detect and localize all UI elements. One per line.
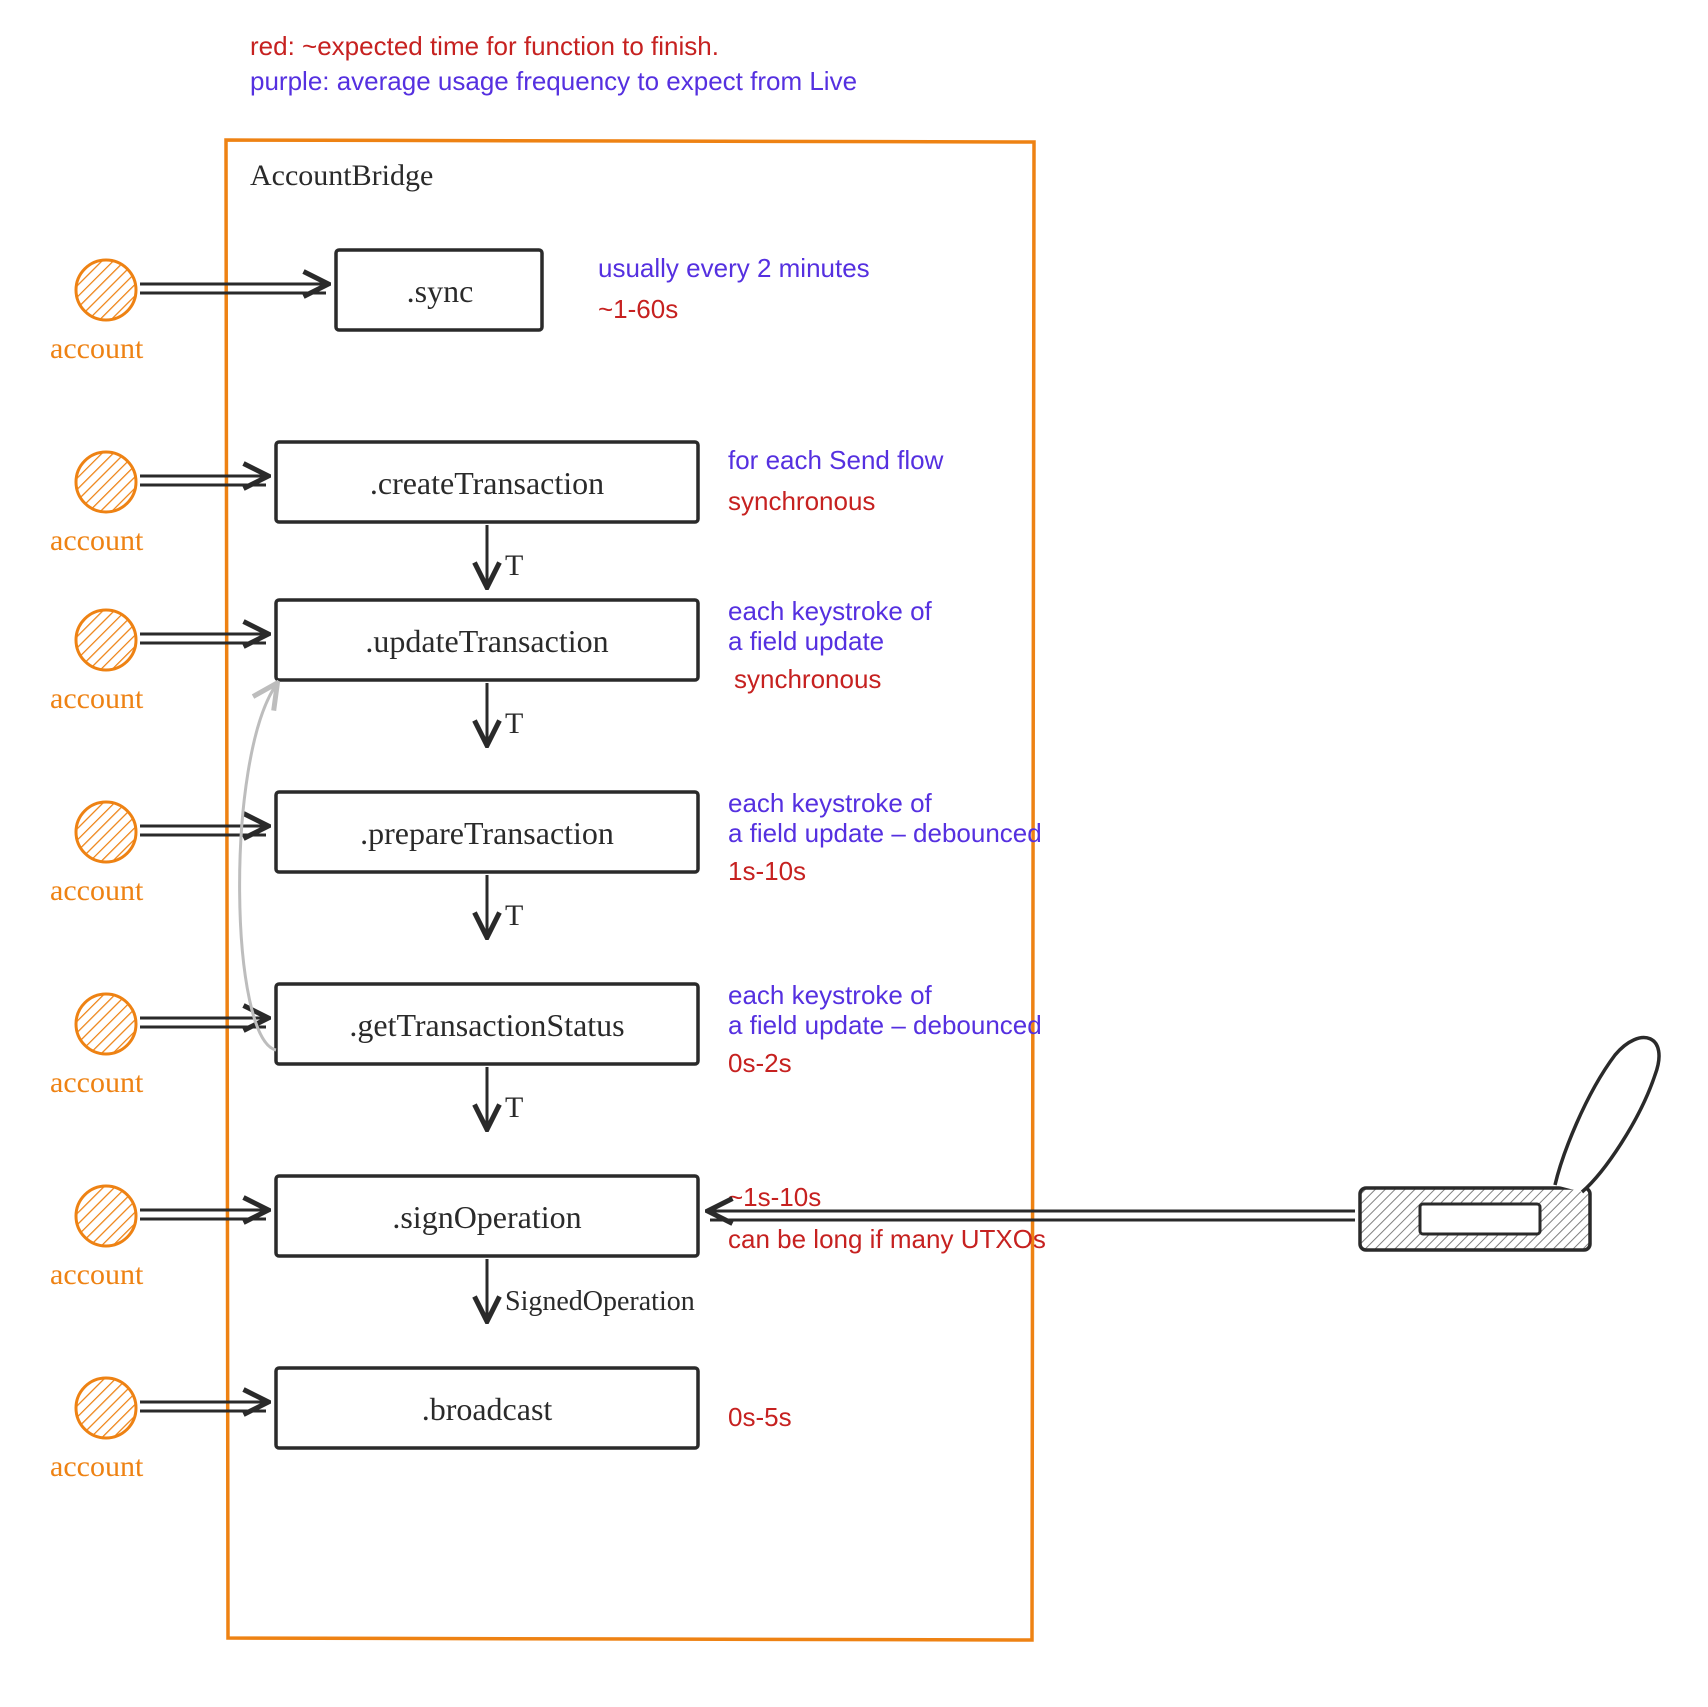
broadcast-time: 0s-5s [728, 1402, 792, 1432]
legend-red: red: ~expected time for function to fini… [250, 31, 719, 61]
account-circle [76, 1378, 136, 1438]
row-sync: account .sync usually every 2 minutes ~1… [50, 250, 870, 365]
diagram-canvas: red: ~expected time for function to fini… [0, 0, 1708, 1707]
status-time: 0s-2s [728, 1048, 792, 1078]
account-circle [76, 994, 136, 1054]
box-update-label: .updateTransaction [365, 623, 608, 659]
status-freq1: each keystroke of [728, 980, 933, 1010]
sync-freq: usually every 2 minutes [598, 253, 870, 283]
loopback-arrow [240, 685, 276, 1050]
update-freq1: each keystroke of [728, 596, 933, 626]
sign-time1: ~1s-10s [728, 1182, 821, 1212]
account-circle [76, 802, 136, 862]
box-status-label: .getTransactionStatus [349, 1007, 624, 1043]
row-createTransaction: account .createTransaction for each Send… [50, 442, 944, 585]
account-label: account [50, 332, 144, 365]
create-out-T: T [505, 549, 523, 582]
row-prepareTransaction: account .prepareTransaction each keystro… [50, 788, 1042, 935]
update-time: synchronous [734, 664, 881, 694]
create-time: synchronous [728, 486, 875, 516]
account-circle [76, 260, 136, 320]
account-label: account [50, 1066, 144, 1099]
sync-time: ~1-60s [598, 294, 678, 324]
update-freq2: a field update [728, 626, 884, 656]
box-create-label: .createTransaction [370, 465, 604, 501]
box-sync-label: .sync [407, 273, 474, 309]
status-out-T: T [505, 1091, 523, 1124]
status-freq2: a field update – debounced [728, 1010, 1042, 1040]
account-label: account [50, 874, 144, 907]
prepare-freq1: each keystroke of [728, 788, 933, 818]
account-label: account [50, 1258, 144, 1291]
legend-purple: purple: average usage frequency to expec… [250, 66, 857, 96]
account-circle [76, 452, 136, 512]
box-broadcast-label: .broadcast [422, 1391, 553, 1427]
sign-out-label: SignedOperation [505, 1286, 695, 1317]
row-signOperation: account .signOperation ~1s-10s can be lo… [50, 1176, 1046, 1319]
row-updateTransaction: account .updateTransaction each keystrok… [50, 596, 933, 743]
update-out-T: T [505, 707, 523, 740]
account-label: account [50, 524, 144, 557]
row-getTransactionStatus: account .getTransactionStatus each keyst… [50, 980, 1042, 1127]
box-prepare-label: .prepareTransaction [360, 815, 614, 851]
create-freq: for each Send flow [728, 445, 944, 475]
prepare-out-T: T [505, 899, 523, 932]
account-circle [76, 1186, 136, 1246]
container-title: AccountBridge [250, 159, 433, 192]
account-circle [76, 610, 136, 670]
prepare-freq2: a field update – debounced [728, 818, 1042, 848]
row-broadcast: account .broadcast 0s-5s [50, 1368, 792, 1483]
prepare-time: 1s-10s [728, 856, 806, 886]
sign-time2: can be long if many UTXOs [728, 1224, 1046, 1254]
account-label: account [50, 682, 144, 715]
hardware-device [1360, 1038, 1659, 1250]
account-label: account [50, 1450, 144, 1483]
box-sign-label: .signOperation [392, 1199, 581, 1235]
